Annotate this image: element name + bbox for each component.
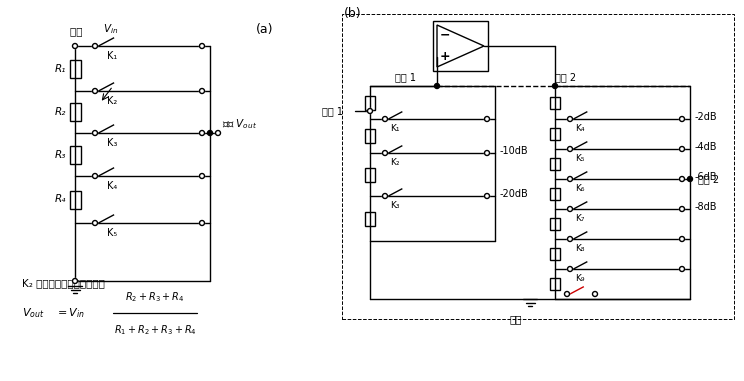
Circle shape [568, 117, 572, 122]
Text: 输出 1: 输出 1 [322, 106, 343, 116]
Circle shape [568, 147, 572, 152]
Circle shape [382, 117, 388, 122]
Circle shape [199, 221, 205, 226]
Text: K₄: K₄ [575, 124, 585, 133]
Bar [69, 59, 80, 77]
Text: -8dB: -8dB [695, 202, 717, 212]
Circle shape [687, 176, 693, 181]
Text: K₅: K₅ [107, 228, 117, 238]
Text: 接地: 接地 [510, 314, 522, 324]
Circle shape [679, 207, 684, 211]
Text: R₁: R₁ [54, 64, 66, 74]
Bar [365, 168, 375, 181]
Circle shape [199, 43, 205, 48]
Circle shape [92, 43, 97, 48]
Circle shape [199, 88, 205, 93]
Text: R₃: R₃ [54, 149, 66, 160]
Text: 输入: 输入 [70, 26, 86, 36]
Text: 输出 $V_{out}$: 输出 $V_{out}$ [222, 117, 257, 131]
Text: -10dB: -10dB [500, 146, 529, 156]
Circle shape [199, 131, 205, 136]
Text: K₅: K₅ [575, 154, 585, 163]
Text: R₄: R₄ [54, 194, 66, 205]
Text: K₉: K₉ [575, 274, 585, 283]
Text: $= V_{in}$: $= V_{in}$ [55, 306, 85, 320]
Circle shape [679, 117, 684, 122]
Text: K₂ 闭合，其余开关断开时；: K₂ 闭合，其余开关断开时； [22, 278, 105, 288]
Circle shape [382, 194, 388, 199]
Text: (a): (a) [256, 23, 274, 36]
Circle shape [679, 237, 684, 242]
Text: K₃: K₃ [107, 138, 118, 148]
Circle shape [679, 176, 684, 181]
Bar [365, 211, 375, 226]
Bar [550, 96, 560, 109]
Circle shape [679, 266, 684, 272]
Text: $R_2 + R_3 + R_4$: $R_2 + R_3 + R_4$ [125, 290, 185, 304]
Text: K₄: K₄ [107, 181, 118, 191]
Circle shape [92, 173, 97, 179]
Circle shape [72, 279, 77, 283]
Text: K₂: K₂ [390, 158, 400, 167]
Circle shape [208, 131, 213, 136]
Circle shape [92, 131, 97, 136]
Circle shape [568, 266, 572, 272]
Text: -2dB: -2dB [695, 112, 718, 122]
Bar [550, 248, 560, 260]
Circle shape [368, 109, 373, 114]
Circle shape [565, 291, 569, 296]
Circle shape [92, 221, 97, 226]
Text: K₇: K₇ [575, 214, 585, 223]
Circle shape [568, 176, 572, 181]
Circle shape [434, 83, 440, 88]
Text: $V_{out}$: $V_{out}$ [22, 306, 45, 320]
Text: -20dB: -20dB [500, 189, 529, 199]
Circle shape [553, 83, 557, 88]
Text: K₆: K₆ [575, 184, 585, 193]
Text: -4dB: -4dB [695, 142, 717, 152]
Text: K₃: K₃ [390, 201, 400, 210]
Bar [69, 190, 80, 208]
Circle shape [216, 131, 220, 136]
Bar [550, 188, 560, 200]
Text: −: − [440, 29, 451, 42]
Bar [342, 14, 734, 319]
Bar [365, 129, 375, 143]
Circle shape [382, 150, 388, 155]
Bar [550, 218, 560, 230]
Circle shape [199, 173, 205, 179]
Circle shape [484, 117, 490, 122]
Circle shape [92, 88, 97, 93]
Text: 输入 2: 输入 2 [555, 72, 576, 82]
Circle shape [484, 194, 490, 199]
Text: K₈: K₈ [575, 244, 585, 253]
Text: K₁: K₁ [107, 51, 118, 61]
Text: $R_1 + R_2 + R_3 + R_4$: $R_1 + R_2 + R_3 + R_4$ [114, 323, 196, 337]
Text: R₂: R₂ [54, 107, 66, 117]
Circle shape [568, 237, 572, 242]
Text: (b): (b) [344, 7, 362, 20]
Text: 输入 1: 输入 1 [395, 72, 416, 82]
Bar [69, 103, 80, 121]
Text: +: + [440, 51, 451, 64]
Text: $V_{in}$: $V_{in}$ [103, 22, 118, 36]
Circle shape [592, 291, 597, 296]
Bar [550, 278, 560, 290]
Bar [433, 21, 488, 71]
Text: 输出 2: 输出 2 [698, 174, 719, 184]
Bar [69, 146, 80, 163]
Text: K₁: K₁ [390, 124, 400, 133]
Circle shape [72, 43, 77, 48]
Circle shape [484, 150, 490, 155]
Bar [365, 96, 375, 109]
Circle shape [679, 147, 684, 152]
Bar [550, 158, 560, 170]
Bar [550, 128, 560, 140]
Text: -6dB: -6dB [695, 172, 717, 182]
Circle shape [568, 207, 572, 211]
Text: K₂: K₂ [107, 96, 118, 106]
